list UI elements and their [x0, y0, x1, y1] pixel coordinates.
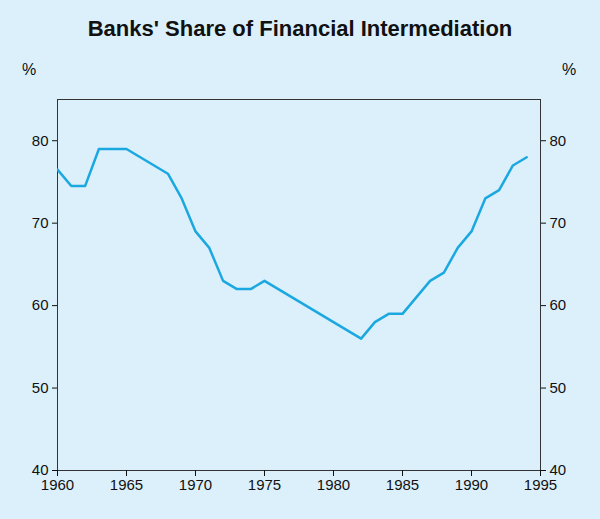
svg-text:80: 80: [550, 132, 567, 149]
svg-text:1965: 1965: [110, 476, 143, 493]
svg-text:1975: 1975: [248, 476, 281, 493]
svg-text:70: 70: [32, 214, 49, 231]
svg-text:70: 70: [550, 214, 567, 231]
svg-text:1995: 1995: [524, 476, 557, 493]
svg-text:60: 60: [550, 296, 567, 313]
svg-text:40: 40: [549, 461, 567, 479]
svg-text:50: 50: [550, 379, 567, 396]
svg-text:1980: 1980: [317, 476, 350, 493]
svg-text:50: 50: [32, 379, 49, 396]
svg-text:1960: 1960: [41, 476, 74, 493]
html-text:Banks' Share of Financial Inte: Banks' Share of Financial Intermediation: [87, 16, 513, 41]
svg-text:40: 40: [31, 461, 49, 479]
svg-text:1985: 1985: [386, 476, 419, 493]
svg-text:60: 60: [32, 296, 49, 313]
svg-text:1970: 1970: [179, 476, 212, 493]
svg-text:80: 80: [32, 132, 49, 149]
svg-text:1990: 1990: [455, 476, 488, 493]
